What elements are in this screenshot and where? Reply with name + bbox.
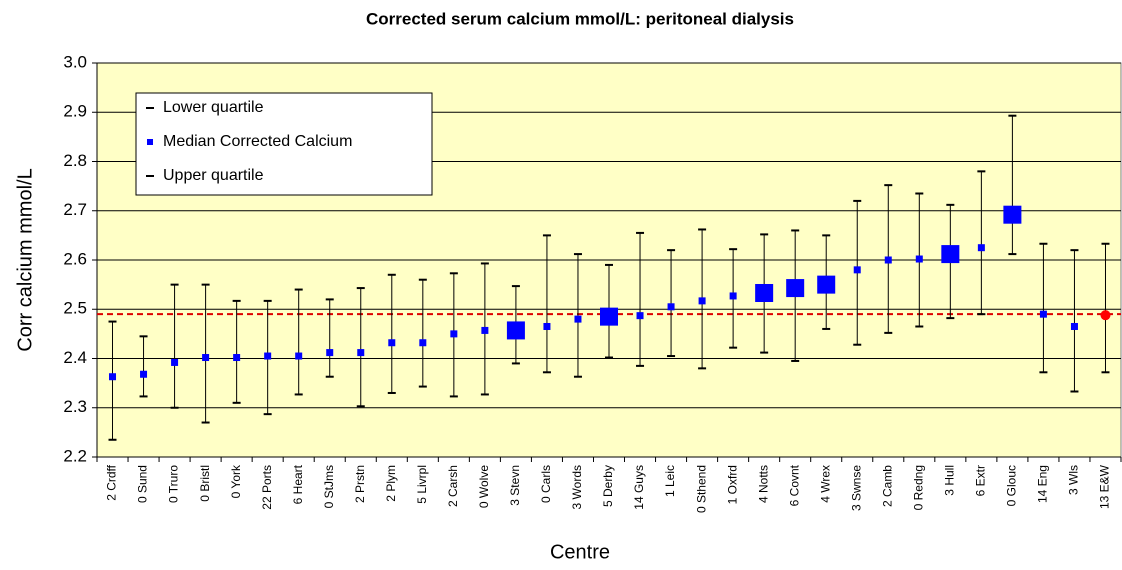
- y-tick-label: 2.6: [63, 249, 87, 268]
- median-marker: [853, 266, 861, 274]
- x-tick-label: 0 Sund: [136, 465, 150, 503]
- x-tick-label: 4 Notts: [756, 465, 770, 503]
- x-tick-label: 5 Derby: [601, 465, 615, 507]
- y-tick-label: 2.8: [63, 151, 87, 170]
- legend-label: Upper quartile: [163, 167, 264, 184]
- x-tick-label: 2 Camb: [880, 465, 894, 507]
- median-marker: [977, 244, 985, 252]
- median-marker: [941, 245, 960, 264]
- x-tick-label: 6 Heart: [291, 464, 305, 504]
- median-marker: [574, 315, 582, 323]
- y-tick-label: 2.3: [63, 397, 87, 416]
- x-axis-title: Centre: [550, 541, 610, 563]
- x-tick-label: 13 E&W: [1098, 464, 1112, 509]
- median-marker: [1003, 205, 1022, 224]
- median-marker: [506, 321, 525, 340]
- median-marker: [1039, 310, 1047, 318]
- y-tick-label: 2.9: [63, 102, 87, 121]
- x-tick-label: 0 Wolve: [477, 465, 491, 508]
- median-marker: [1100, 310, 1111, 321]
- x-tick-label: 0 Redng: [911, 465, 925, 510]
- median-marker: [295, 352, 303, 360]
- y-tick-label: 2.7: [63, 200, 87, 219]
- legend-marker: [147, 139, 153, 145]
- x-tick-label: 2 Prstn: [353, 465, 367, 503]
- x-tick-label: 3 Swnse: [849, 465, 863, 511]
- median-marker: [1070, 322, 1078, 330]
- median-marker: [450, 330, 458, 338]
- x-tick-label: 14 Guys: [632, 465, 646, 510]
- legend-label: Median Corrected Calcium: [163, 133, 352, 150]
- median-marker: [202, 354, 210, 362]
- median-marker: [357, 349, 365, 357]
- x-tick-label: 6 Extr: [974, 465, 988, 496]
- y-tick-label: 2.2: [63, 446, 87, 465]
- x-tick-label: 3 Wls: [1067, 465, 1081, 495]
- x-tick-label: 6 Covnt: [787, 464, 801, 506]
- median-marker: [667, 303, 675, 311]
- x-tick-label: 0 StJms: [322, 465, 336, 508]
- x-tick-label: 0 York: [229, 464, 243, 498]
- x-tick-label: 3 Words: [570, 465, 584, 509]
- median-marker: [786, 279, 805, 298]
- x-tick-label: 3 Hull: [943, 465, 957, 496]
- median-marker: [109, 373, 117, 381]
- legend: Lower quartile Median Corrected Calcium Up…: [135, 92, 433, 196]
- median-marker: [884, 256, 892, 264]
- median-marker: [419, 339, 427, 347]
- median-marker: [729, 292, 737, 300]
- median-marker: [481, 326, 489, 334]
- x-tick-label: 14 Eng: [1036, 465, 1050, 503]
- median-marker: [388, 339, 396, 347]
- x-tick-label: 0 Glouc: [1005, 465, 1019, 506]
- median-marker: [698, 297, 706, 305]
- x-tick-label: 0 Carls: [539, 465, 553, 503]
- median-marker: [264, 352, 272, 360]
- y-axis-title: Corr calcium mmol/L: [14, 168, 36, 351]
- median-marker: [543, 322, 551, 330]
- x-tick-label: 2 Crdff: [105, 464, 119, 500]
- x-tick-label: 1 Leic: [663, 465, 677, 497]
- median-marker: [326, 349, 334, 357]
- median-marker: [140, 370, 148, 378]
- x-tick-label: 0 Bristl: [198, 465, 212, 502]
- x-tick-label: 22 Ports: [260, 465, 274, 510]
- y-tick-label: 3.0: [63, 52, 87, 71]
- legend-label: Lower quartile: [163, 99, 264, 116]
- median-marker: [171, 358, 179, 366]
- x-tick-label: 2 Carsh: [446, 465, 460, 507]
- median-marker: [755, 283, 774, 302]
- chart-title: Corrected serum calcium mmol/L: peritone…: [366, 9, 794, 28]
- x-tick-label: 0 Truro: [167, 465, 181, 503]
- legend-box: [135, 92, 433, 196]
- median-marker: [600, 307, 618, 326]
- x-tick-label: 0 Sthend: [694, 465, 708, 513]
- median-marker: [915, 255, 923, 263]
- median-marker: [817, 275, 836, 294]
- median-marker: [233, 354, 241, 362]
- x-tick-label: 3 Stevn: [508, 465, 522, 506]
- x-tick-label: 5 Livrpl: [415, 465, 429, 504]
- x-tick-label: 1 Oxfrd: [725, 465, 739, 504]
- x-tick-label: 4 Wrex: [818, 465, 832, 503]
- median-marker: [636, 312, 644, 320]
- y-tick-label: 2.4: [63, 348, 87, 367]
- x-tick-label: 2 Plym: [384, 465, 398, 502]
- y-tick-label: 2.5: [63, 299, 87, 318]
